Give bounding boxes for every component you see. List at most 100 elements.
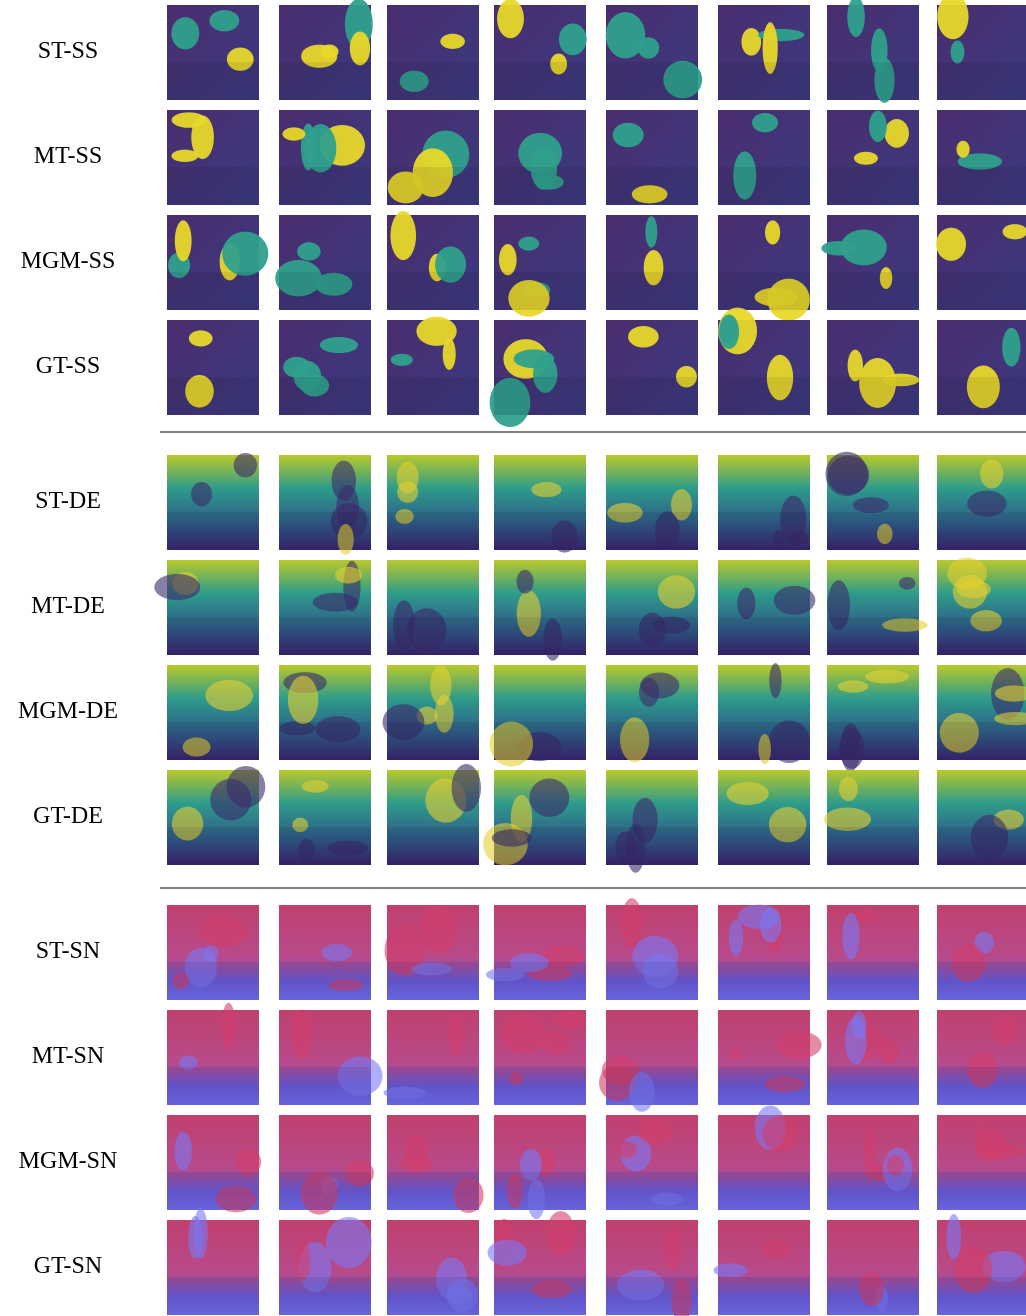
- image-shade: [827, 167, 919, 205]
- image-shade: [827, 512, 919, 550]
- image-shade: [167, 167, 259, 205]
- image-shade: [937, 827, 1026, 865]
- thumbnail: [387, 764, 481, 865]
- image-region: [420, 905, 458, 954]
- thumbnail: [937, 665, 1026, 760]
- image-region: [828, 456, 869, 495]
- row-label: ST-SN: [36, 938, 100, 964]
- image-shade: [937, 1277, 1026, 1315]
- thumbnail: [387, 5, 479, 100]
- row-label: MT-DE: [31, 593, 105, 619]
- image-region: [497, 0, 524, 38]
- image-shade: [718, 272, 810, 310]
- image-shade: [387, 617, 479, 655]
- image-region: [209, 10, 239, 31]
- image-shade: [279, 62, 371, 100]
- image-region: [313, 593, 358, 612]
- image-region: [853, 497, 889, 513]
- thumbnail: [718, 110, 810, 205]
- image-region: [765, 220, 780, 244]
- image-shade: [718, 62, 810, 100]
- thumbnail: [606, 110, 698, 205]
- image-shade: [606, 167, 698, 205]
- image-region: [350, 31, 370, 65]
- image-region: [200, 916, 247, 947]
- image-region: [1002, 328, 1020, 367]
- image-region: [544, 1031, 568, 1055]
- thumbnail: [827, 110, 919, 205]
- image-shade: [718, 827, 810, 865]
- image-shade: [167, 377, 259, 415]
- image-shade: [937, 1172, 1026, 1210]
- thumbnail: [606, 1220, 698, 1316]
- row-label: MT-SS: [34, 143, 102, 169]
- image-region: [713, 1263, 747, 1277]
- image-shade: [827, 827, 919, 865]
- image-region: [448, 1013, 463, 1056]
- image-region: [501, 1014, 547, 1054]
- image-region: [737, 588, 755, 620]
- image-shade: [387, 167, 479, 205]
- image-region: [189, 330, 213, 346]
- image-region: [664, 1228, 680, 1271]
- image-shade: [827, 962, 919, 1000]
- image-region: [297, 242, 321, 260]
- image-region: [326, 1217, 372, 1268]
- image-shade: [167, 617, 259, 655]
- image-region: [769, 663, 781, 698]
- image-region: [205, 680, 253, 711]
- image-shade: [494, 827, 586, 865]
- thumbnail: [494, 455, 586, 553]
- image-region: [222, 232, 268, 276]
- image-region: [430, 666, 451, 706]
- image-shade: [167, 722, 259, 760]
- thumbnail: [606, 320, 698, 415]
- thumbnail: [718, 308, 810, 415]
- thumbnail: [827, 1010, 919, 1105]
- image-shade: [494, 167, 586, 205]
- image-region: [658, 575, 695, 608]
- thumbnail: [387, 1115, 484, 1213]
- image-shade: [387, 272, 479, 310]
- thumbnail: [279, 665, 371, 760]
- thumbnail: [167, 665, 259, 760]
- image-region: [879, 1038, 899, 1063]
- image-shade: [718, 1277, 810, 1315]
- image-shade: [279, 272, 371, 310]
- image-shade: [279, 1277, 371, 1315]
- image-region: [320, 337, 358, 353]
- image-shade: [279, 377, 371, 415]
- thumbnail: [279, 560, 371, 655]
- image-region: [296, 1241, 311, 1281]
- thumbnail: [494, 0, 587, 100]
- thumbnail: [606, 455, 698, 550]
- image-region: [899, 577, 915, 590]
- row-label: MT-SN: [32, 1043, 104, 1069]
- image-shade: [937, 617, 1026, 655]
- image-shade: [494, 617, 586, 655]
- thumbnail: [279, 905, 371, 1000]
- thumbnail: [279, 1010, 383, 1105]
- thumbnail: [718, 1105, 810, 1210]
- row-label: GT-DE: [33, 803, 103, 829]
- image-shade: [279, 1067, 371, 1105]
- image-shade: [827, 722, 919, 760]
- thumbnail: [279, 110, 371, 205]
- row-label: ST-DE: [35, 488, 101, 514]
- image-region: [531, 482, 561, 497]
- image-shade: [494, 512, 586, 550]
- image-shade: [494, 1172, 586, 1210]
- image-shade: [279, 512, 371, 550]
- image-region: [416, 317, 456, 346]
- thumbnail: [154, 560, 259, 655]
- image-region: [488, 1240, 527, 1266]
- thumbnail: [936, 215, 1026, 310]
- image-shade: [167, 62, 259, 100]
- thumbnail: [827, 905, 919, 1000]
- image-shade: [718, 617, 810, 655]
- image-region: [981, 1144, 1026, 1159]
- image-region: [529, 779, 569, 817]
- thumbnail: [606, 898, 698, 1000]
- image-shade: [167, 1067, 259, 1105]
- image-region: [855, 909, 874, 923]
